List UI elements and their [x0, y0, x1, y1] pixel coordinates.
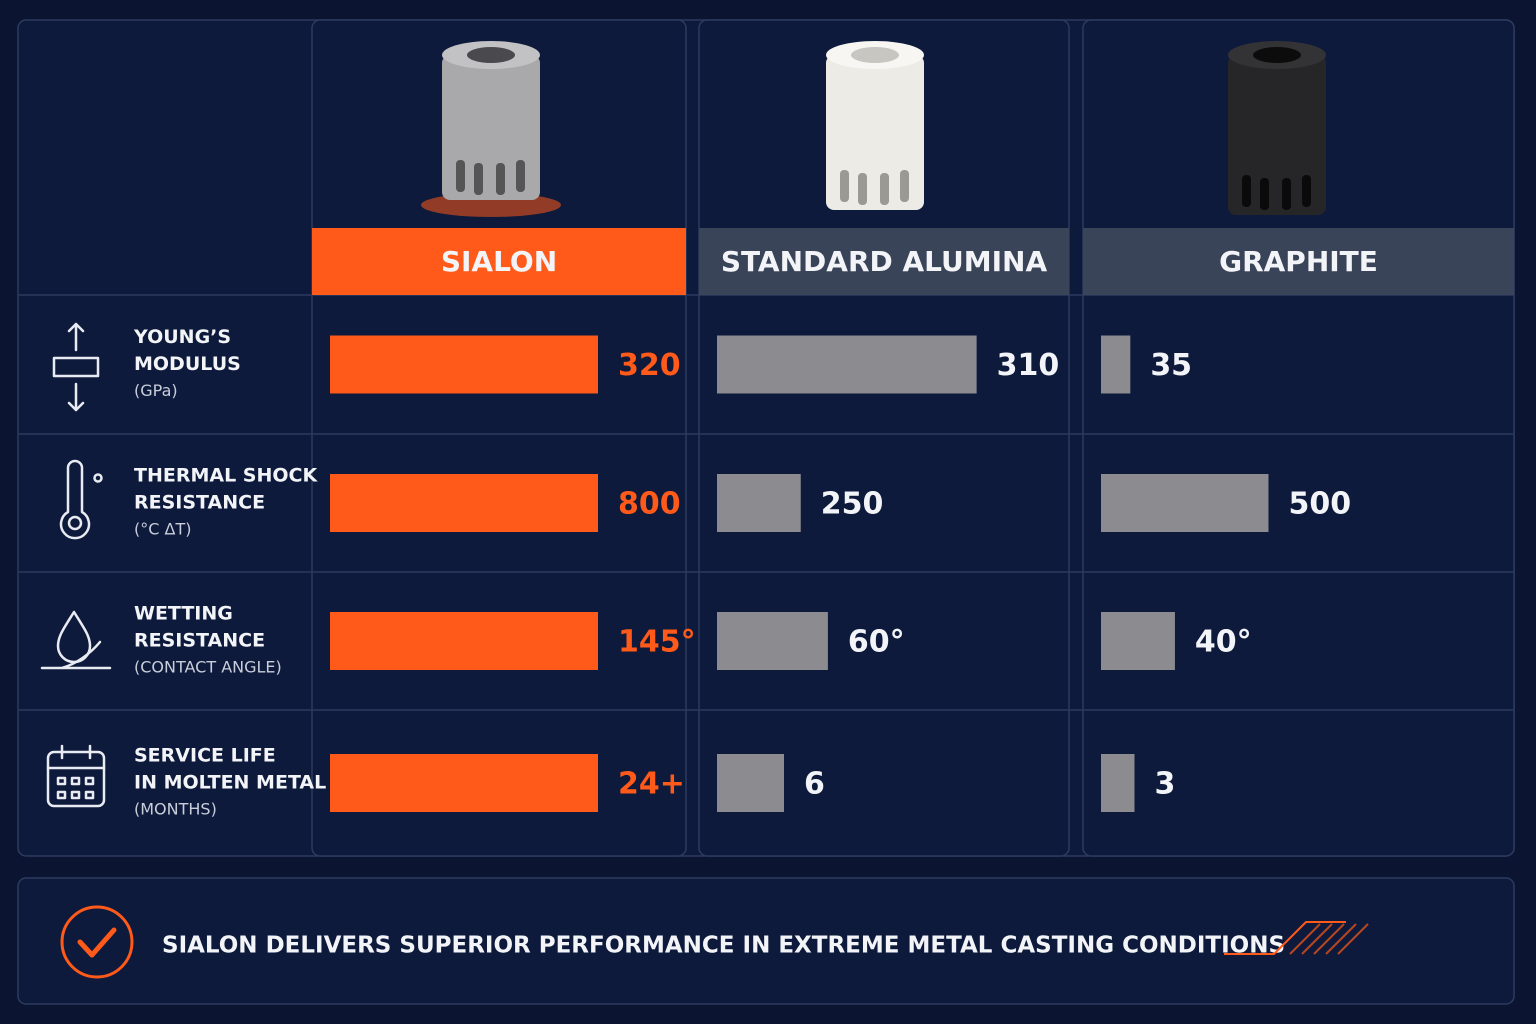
bar	[1101, 335, 1131, 394]
bar	[330, 612, 598, 670]
thermometer-icon	[59, 459, 103, 540]
footer-text: SIALON DELIVERS SUPERIOR PERFORMANCE IN …	[162, 933, 1285, 959]
value-label: 310	[997, 348, 1060, 383]
row-label: IN MOLTEN METAL	[134, 772, 326, 794]
column-title: GRAPHITE	[1219, 245, 1378, 278]
row-unit: (MONTHS)	[134, 800, 217, 819]
bar	[717, 474, 801, 532]
value-label: 40°	[1195, 625, 1252, 660]
bar	[1101, 474, 1269, 532]
row-label: SERVICE LIFE	[134, 745, 276, 767]
value-label: 145°	[618, 625, 696, 660]
value-label: 800	[618, 487, 681, 522]
footer-panel	[17, 877, 1515, 1005]
droplet-icon	[40, 610, 112, 670]
row-unit: (°C ΔT)	[134, 520, 191, 539]
bar	[717, 754, 784, 812]
graphite-image	[1228, 41, 1326, 215]
bar	[330, 335, 598, 394]
bar	[330, 754, 598, 812]
row-label: THERMAL SHOCK	[134, 465, 318, 487]
value-label: 500	[1289, 487, 1352, 522]
check-mark	[77, 927, 117, 958]
bar	[717, 335, 977, 394]
column-title: SIALON	[441, 245, 557, 278]
column-title: STANDARD ALUMINA	[721, 245, 1048, 278]
decoration	[1224, 921, 1369, 955]
check-circle	[60, 905, 134, 979]
header-band	[312, 228, 686, 295]
bar	[330, 474, 598, 532]
bar	[717, 612, 828, 670]
row-label: RESISTANCE	[134, 492, 265, 514]
header-band	[699, 228, 1069, 295]
row-label: RESISTANCE	[134, 630, 265, 652]
bar	[1101, 754, 1135, 812]
row-label: YOUNG’S	[133, 326, 231, 348]
value-label: 6	[804, 767, 825, 802]
value-label: 60°	[848, 625, 905, 660]
header-band	[1083, 228, 1514, 295]
value-label: 3	[1155, 767, 1176, 802]
modulus-icon	[52, 322, 100, 412]
row-unit: (CONTACT ANGLE)	[134, 658, 282, 677]
value-label: 320	[618, 348, 681, 383]
alumina-image	[826, 41, 924, 210]
bar	[1101, 612, 1175, 670]
row-label: MODULUS	[134, 353, 241, 375]
row-unit: (GPa)	[134, 381, 178, 400]
row-label: WETTING	[134, 603, 233, 625]
sialon-image	[421, 41, 561, 217]
calendar-icon	[46, 744, 106, 808]
value-label: 250	[821, 487, 884, 522]
value-label: 35	[1150, 348, 1192, 383]
value-label: 24+	[618, 767, 685, 802]
